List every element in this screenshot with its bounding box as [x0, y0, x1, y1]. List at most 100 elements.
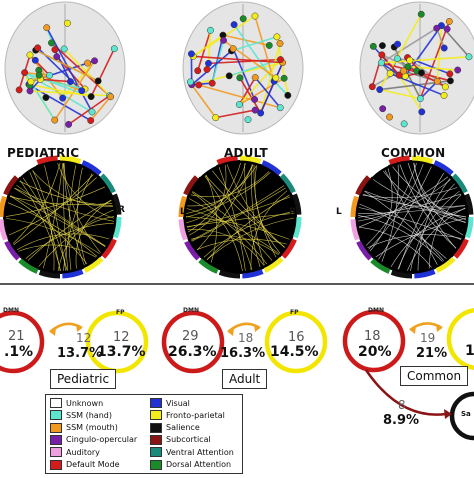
- legend-label: Cingulo-opercular: [66, 435, 137, 444]
- pediatric-dmn-count: 21: [8, 329, 25, 344]
- brain-node: [95, 78, 101, 84]
- brain-node: [434, 78, 440, 84]
- brain-node: [433, 25, 439, 31]
- brain-node: [34, 45, 40, 51]
- brain-rendering: [5, 2, 125, 134]
- brain-node: [111, 45, 117, 51]
- brain-node: [220, 37, 226, 43]
- pediatric-dmn-pct: .1%: [4, 344, 33, 360]
- legend-swatch: [50, 460, 62, 470]
- brain-node: [28, 79, 34, 85]
- brain-node: [207, 27, 213, 33]
- brain-node: [418, 11, 424, 17]
- common-edge-count: 19: [420, 331, 435, 345]
- brain-node: [394, 55, 400, 61]
- legend-label: Subcortical: [166, 435, 211, 444]
- brain-node: [245, 116, 251, 122]
- brain-node: [273, 75, 279, 81]
- pediatric-fp-count: 12: [113, 330, 130, 345]
- brain-node: [52, 46, 58, 52]
- legend-swatch: [50, 423, 62, 433]
- adult-dmn-count: 29: [182, 329, 199, 344]
- common-label-box: Common: [400, 366, 468, 386]
- brain-node: [226, 73, 232, 79]
- legend-label: Unknown: [66, 399, 103, 408]
- brain-node: [32, 57, 38, 63]
- brain-rendering: [360, 2, 474, 134]
- brain-node: [195, 68, 201, 74]
- legend-label: Dorsal Attention: [166, 460, 231, 469]
- brain-node: [67, 78, 73, 84]
- adult-fp-count: 16: [288, 330, 305, 345]
- brain-node: [454, 67, 460, 73]
- pediatric-label-box: Pediatric: [50, 369, 116, 389]
- legend-swatch: [150, 447, 162, 457]
- legend-swatch: [150, 398, 162, 408]
- legend-swatch: [150, 435, 162, 445]
- brain-node: [377, 86, 383, 92]
- brain-node: [64, 20, 70, 26]
- adult-dmn-abbr: DMN: [183, 307, 199, 314]
- brain-node: [54, 53, 60, 59]
- adult-fp-pct: 14.5%: [270, 344, 319, 360]
- legend-label: Ventral Attention: [166, 448, 234, 457]
- brain-node: [257, 110, 263, 116]
- brain-node: [44, 24, 50, 30]
- brain-node: [285, 92, 291, 98]
- brain-node: [447, 78, 453, 84]
- left-side-marker-common: L: [336, 207, 342, 217]
- common-title: COMMON: [381, 146, 445, 160]
- legend-label: Fronto-parietal: [166, 411, 225, 420]
- legend-item: Auditory: [50, 447, 100, 457]
- brain-node: [46, 72, 52, 78]
- adult-edge-count: 18: [238, 331, 253, 345]
- connectogram-disc: [183, 160, 297, 274]
- legend-swatch: [150, 410, 162, 420]
- brain-node: [88, 117, 94, 123]
- brain-node: [107, 94, 113, 100]
- brain-node: [418, 70, 424, 76]
- connectogram: [1, 158, 119, 276]
- pediatric-dmn-abbr: DMN: [3, 307, 19, 314]
- common-edge-pct: 21%: [416, 346, 447, 361]
- legend-label: Visual: [166, 399, 190, 408]
- brain-node: [88, 93, 94, 99]
- brain-node: [442, 84, 448, 90]
- brain-node: [444, 26, 450, 32]
- common-salience-abbr: Sa: [461, 410, 471, 418]
- common-dmn-pct: 20%: [358, 344, 392, 360]
- common-salience-edge-pct: 8.9%: [383, 413, 419, 428]
- legend-swatch: [150, 423, 162, 433]
- common-dmn-count: 18: [364, 329, 381, 344]
- brain-node: [48, 40, 54, 46]
- brain-node: [65, 121, 71, 127]
- brain-node: [277, 56, 283, 62]
- common-fp-pct-partial: 1: [465, 343, 474, 359]
- legend-item: Subcortical: [150, 435, 211, 445]
- adult-fp-abbr: FP: [290, 309, 299, 316]
- brain-node: [400, 68, 406, 74]
- brain-node: [386, 114, 392, 120]
- legend-swatch: [50, 447, 62, 457]
- brain-node: [251, 96, 257, 102]
- brain-node: [274, 34, 280, 40]
- brain-node: [27, 52, 33, 58]
- legend-item: Salience: [150, 423, 200, 433]
- brain-node: [441, 45, 447, 51]
- legend-item: Dorsal Attention: [150, 460, 231, 470]
- brain-node: [369, 83, 375, 89]
- common-dmn-abbr: DMN: [368, 307, 384, 314]
- brain-node: [466, 54, 472, 60]
- brain-node: [196, 82, 202, 88]
- adult-edge-pct: 16.3%: [220, 346, 265, 361]
- pediatric-fp-pct: 13.7%: [97, 344, 146, 360]
- legend-item: Ventral Attention: [150, 447, 234, 457]
- legend-swatch: [50, 435, 62, 445]
- brain-node: [79, 87, 85, 93]
- adult-label-box: Adult: [222, 369, 267, 389]
- left-side-marker-adult: L: [180, 207, 186, 217]
- brain-node: [21, 69, 27, 75]
- pediatric-title: PEDIATRIC: [7, 146, 79, 160]
